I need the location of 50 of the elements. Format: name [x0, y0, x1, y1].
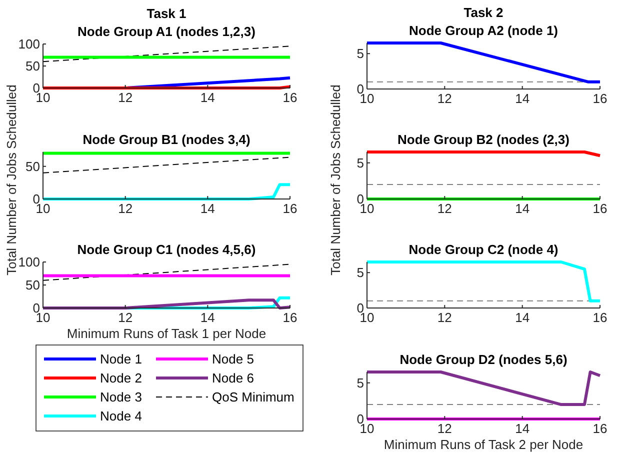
- text: Node 4: [100, 408, 142, 424]
- y-axis-title: Total Number of Jobs Schedulled: [328, 84, 343, 276]
- y-tick-label: 100: [18, 36, 40, 52]
- text: Node 2: [100, 370, 142, 386]
- x-tick-label: 16: [592, 421, 608, 436]
- x-tick-label: 12: [437, 421, 452, 436]
- y-tick-label: 50: [26, 58, 40, 74]
- chart-title: Node Group B2 (nodes (2,3): [398, 132, 570, 147]
- x-tick-label: 12: [118, 310, 133, 325]
- chart-title: Node Group D2 (nodes 5,6): [400, 352, 568, 367]
- text: QoS Minimum: [212, 390, 294, 404]
- x-tick-label: 16: [282, 201, 298, 216]
- x-tick-label: 14: [200, 310, 215, 325]
- x-tick-label: 12: [437, 310, 452, 325]
- y-tick-label: 50: [26, 278, 40, 292]
- legend-label: Node 5: [212, 352, 254, 366]
- y-axis-title: Total Number of Jobs Schedulled: [4, 84, 19, 276]
- y-tick-label: 5: [356, 46, 364, 62]
- chart-subtitle: Node Group A1 (nodes 1,2,3): [78, 24, 256, 39]
- y-tick-label: 100: [18, 254, 40, 270]
- x-tick-label: 14: [200, 201, 215, 216]
- legend-label: Node 6: [212, 370, 254, 386]
- x-tick-label: 14: [515, 201, 530, 216]
- x-axis-title: Minimum Runs of Task 1 per Node: [66, 326, 266, 341]
- x-tick-label: 14: [515, 310, 530, 325]
- x-tick-label: 16: [592, 201, 608, 216]
- x-tick-label: 16: [592, 310, 608, 325]
- x-tick-label: 14: [515, 421, 530, 436]
- x-tick-label: 12: [437, 201, 452, 216]
- x-tick-label: 12: [118, 90, 133, 105]
- chart-title: Node Group C2 (node 4): [408, 242, 558, 257]
- x-tick-label: 12: [118, 201, 133, 216]
- chart-title: Node Group B1 (nodes 3,4): [82, 132, 250, 147]
- x-tick-label: 14: [200, 90, 215, 105]
- x-tick-label: 12: [437, 91, 452, 106]
- text: Node 3: [100, 390, 142, 404]
- chart-title: Node Group C1 (nodes 4,5,6): [77, 242, 256, 257]
- y-tick-label: 50: [26, 158, 40, 174]
- x-tick-label: 16: [282, 90, 298, 105]
- x-tick-label: 16: [592, 91, 608, 106]
- y-tick-label: 5: [356, 375, 364, 390]
- x-tick-label: 16: [282, 310, 298, 325]
- chart-subtitle: Node Group A2 (node 1): [408, 23, 558, 38]
- chart-title: Task 1: [146, 6, 186, 21]
- x-axis-title: Minimum Runs of Task 2 per Node: [384, 437, 584, 452]
- text: Node 1: [100, 352, 142, 366]
- y-tick-label: 5: [356, 265, 364, 280]
- chart-title: Task 2: [464, 5, 504, 20]
- y-tick-label: 5: [356, 155, 364, 170]
- x-tick-label: 14: [515, 91, 530, 106]
